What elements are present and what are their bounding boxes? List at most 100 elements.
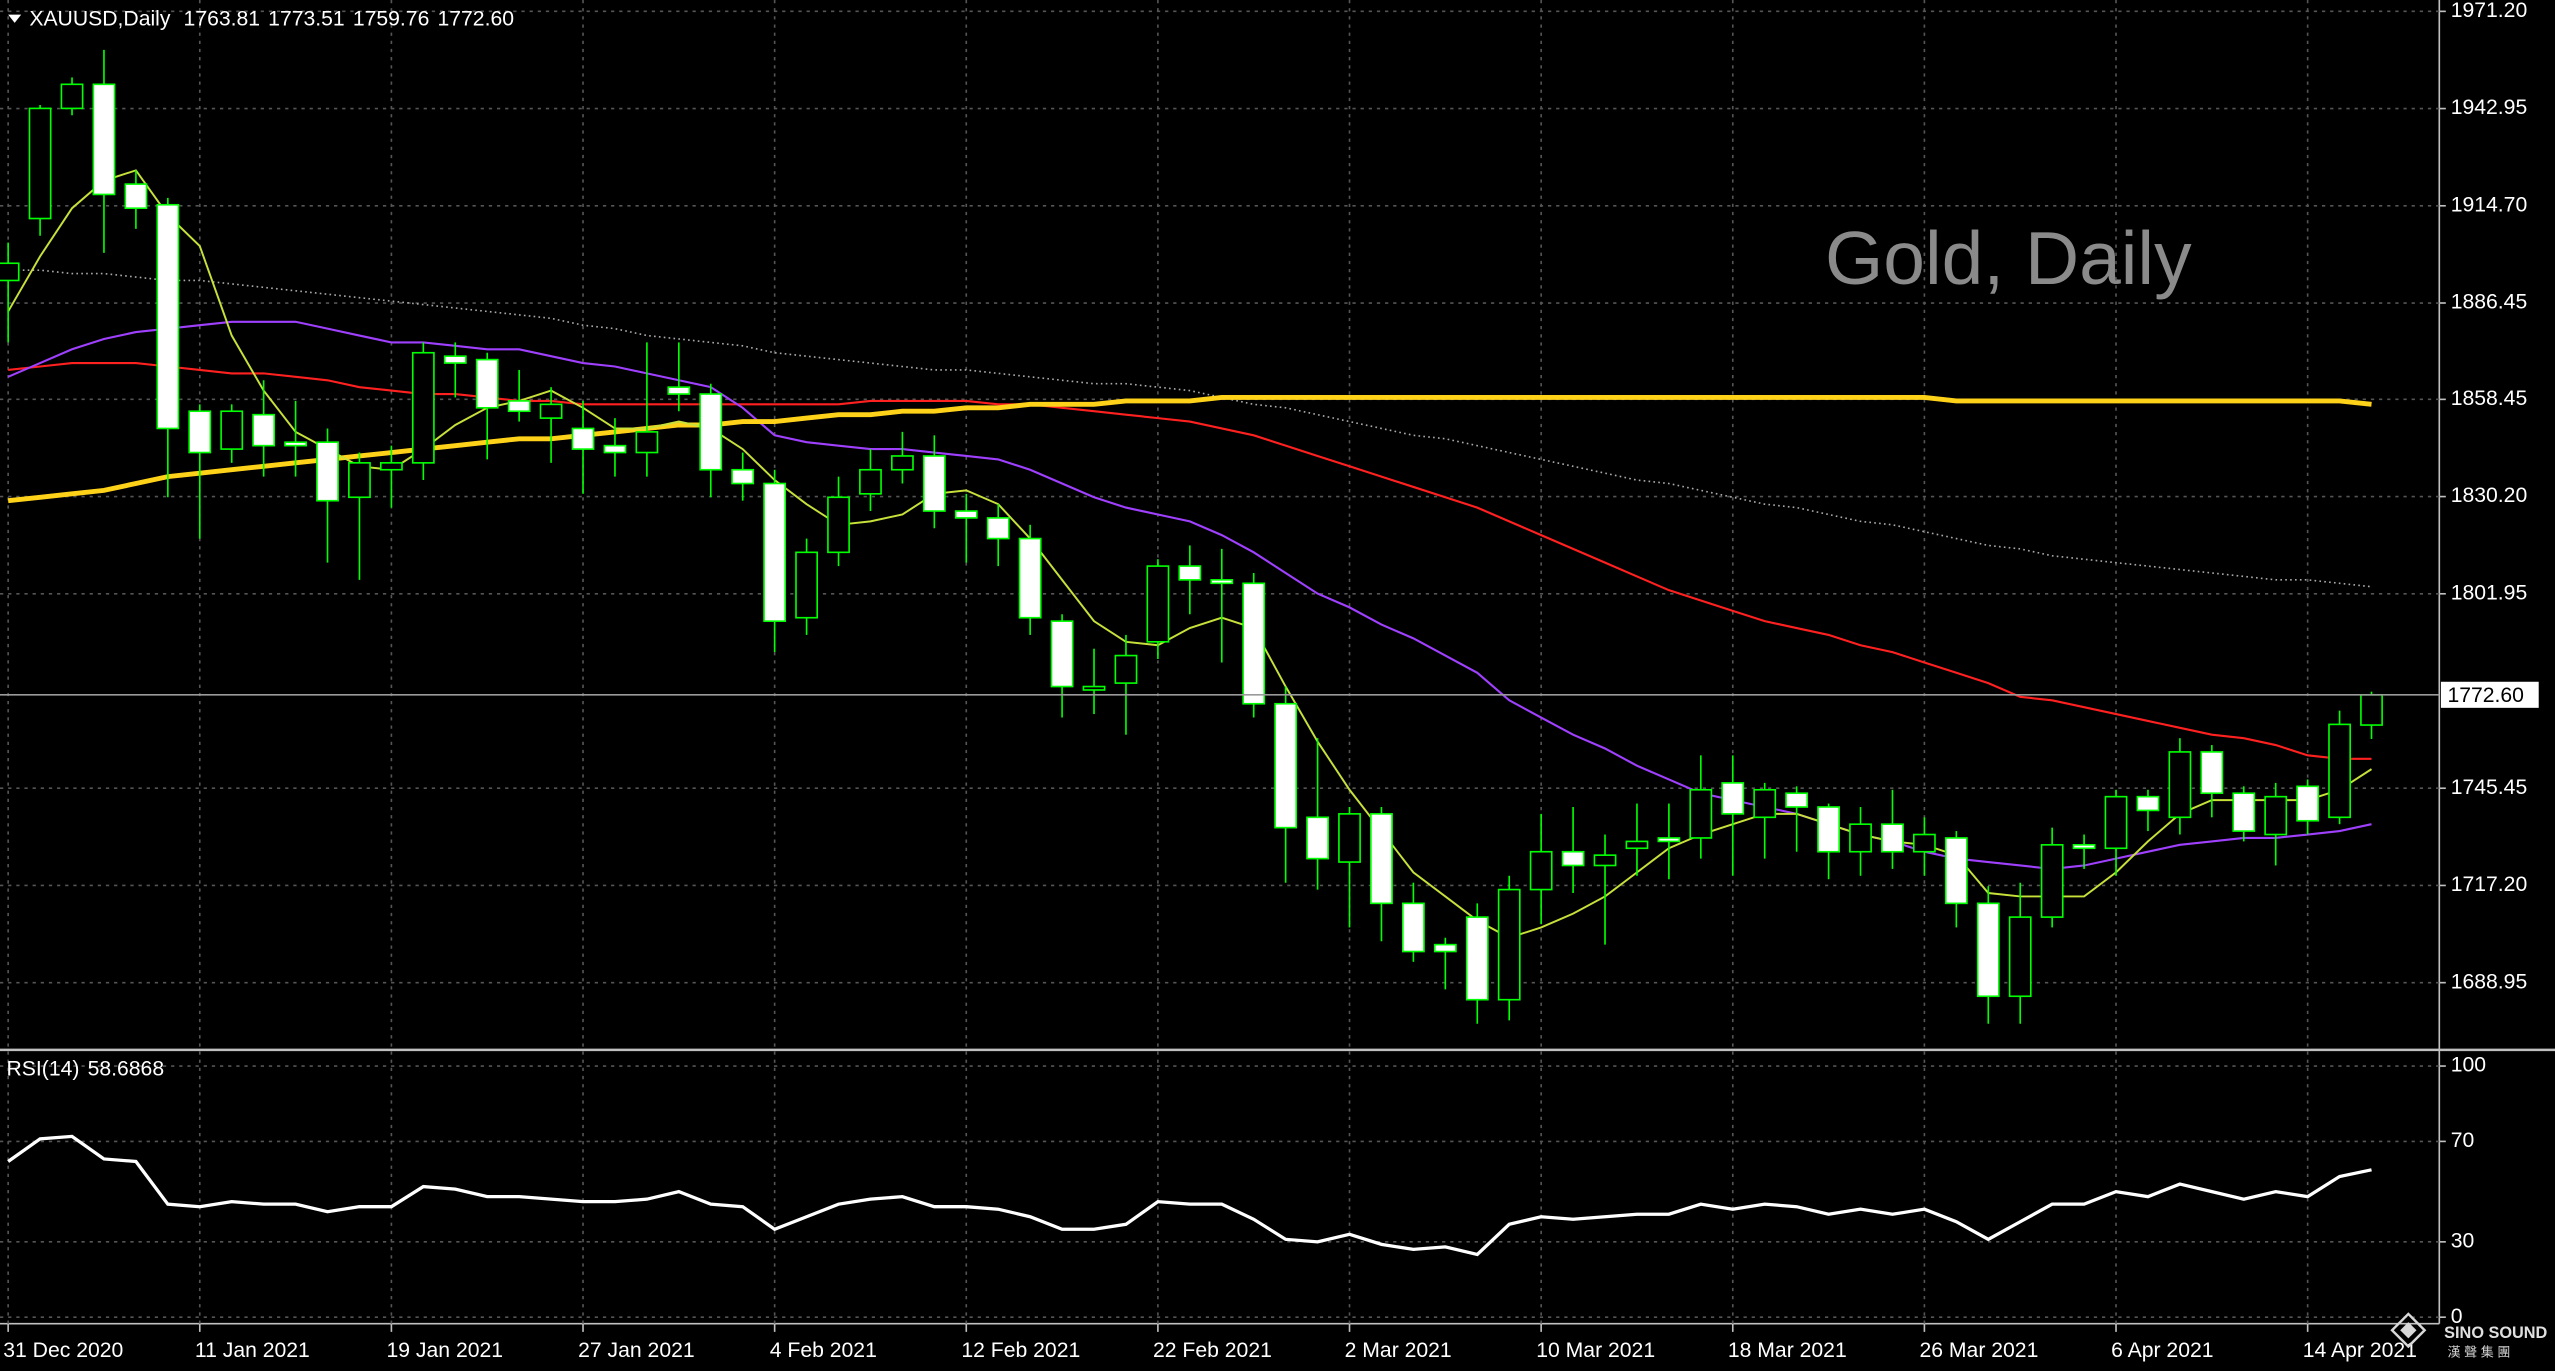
y-tick-label: 1971.20 [2451,0,2528,22]
candle-body [1561,850,1585,867]
candle-body [1944,837,1968,905]
candle-body [1306,816,1329,860]
candle-body [379,462,403,471]
candle-body [1721,782,1745,815]
moving-average [8,269,2372,588]
candle-body [188,410,212,454]
candle-body [1146,565,1170,643]
candle-body [1465,916,1489,1001]
candle-body [890,455,914,471]
candle-body [2328,723,2351,819]
candle-body [2104,795,2128,850]
x-tick-label: 10 Mar 2021 [1536,1339,1655,1362]
candle-body [1785,792,1809,808]
price-tag-label: 1772.60 [2447,684,2524,707]
rsi-line [7,1134,2372,1257]
candle-body [2136,795,2160,812]
moving-average [8,361,2372,760]
candle-body [1881,823,1904,853]
candle-body [1976,902,2000,998]
candle-body [1210,579,1234,585]
candle-body [28,107,52,220]
x-tick-label: 18 Mar 2021 [1728,1339,1847,1362]
y-tick-label: 100 [2451,1054,2486,1077]
candle-body [827,496,850,554]
candle-body [1849,823,1872,853]
candle-body [795,551,818,619]
y-tick-label: 1717.20 [2451,873,2528,896]
candle-body [1242,582,1266,705]
candle-body [699,393,723,471]
y-tick-label: 1745.45 [2451,776,2528,799]
logo-text: SINO SOUND [2444,1324,2547,1342]
x-tick-label: 22 Feb 2021 [1153,1339,1272,1362]
indicator-name: RSI(14) [7,1057,80,1080]
candle-body [2232,792,2256,832]
candle-body [156,203,180,430]
indicator-value: 58.6868 [88,1057,165,1080]
candle-body [1018,537,1042,619]
candle-body [954,510,978,519]
candle-body [731,468,755,485]
x-tick-label: 27 Jan 2021 [578,1339,695,1362]
candle-body [635,431,659,454]
candle-body [1657,837,1681,843]
x-tick-label: 31 Dec 2020 [3,1339,123,1362]
moving-average [7,320,2372,870]
candle-body [603,444,627,454]
candle-body [986,517,1010,540]
candle-body [2264,795,2288,836]
candle-body [667,386,691,395]
candle-body [1401,902,1425,953]
candle-body [2072,844,2096,850]
y-tick-label: 1830.20 [2451,484,2528,507]
candle-body [1050,620,1074,688]
candle-body [1274,702,1298,829]
candle-body [1338,813,1361,863]
y-tick-label: 1942.95 [2451,96,2528,119]
candle-body [348,462,371,499]
candle-body [571,427,595,450]
candle-body [252,413,276,447]
candle-body [1912,833,1936,853]
y-tick-label: 1801.95 [2451,581,2528,604]
candle-body [220,410,244,450]
x-tick-label: 2 Mar 2021 [1345,1339,1452,1362]
watermark: Gold, Daily [1825,216,2192,300]
candle-body [2008,916,2032,998]
candle-body [922,455,946,512]
candle-body [507,400,531,413]
candle-body [0,262,20,282]
y-tick-label: 1914.70 [2451,193,2528,216]
price-tag [2440,681,2539,708]
chart-header: XAUUSD,Daily 1763.81 1773.51 1759.76 1772.60 [29,7,514,30]
candle-body [124,183,148,210]
candle-body [539,403,563,419]
x-tick-label: 14 Apr 2021 [2303,1339,2417,1362]
ohlc-value: 1763.81 [184,7,261,30]
x-tick-label: 19 Jan 2021 [387,1339,504,1362]
logo-subtext: 漢 聲 集 團 [2447,1345,2510,1360]
candle-body [2296,785,2320,822]
candle-body [92,83,116,196]
candle-body [763,482,787,622]
ohlc-value: 1759.76 [353,7,430,30]
ohlc-value: 1772.60 [438,7,515,30]
candle-body [1114,654,1138,684]
candle-body [1082,685,1106,691]
ohlc-value: 1773.51 [268,7,345,30]
y-tick-label: 1858.45 [2451,387,2528,410]
menu-triangle [8,14,22,23]
candle-body [1497,888,1521,1001]
candle-body [1625,840,1649,850]
candle-body [2168,751,2192,819]
y-tick-label: 1886.45 [2451,291,2528,314]
candle-body [859,468,882,495]
candle-body [2200,751,2224,795]
x-tick-label: 12 Feb 2021 [961,1339,1080,1362]
candle-body [443,355,467,364]
x-tick-label: 4 Feb 2021 [770,1339,877,1362]
